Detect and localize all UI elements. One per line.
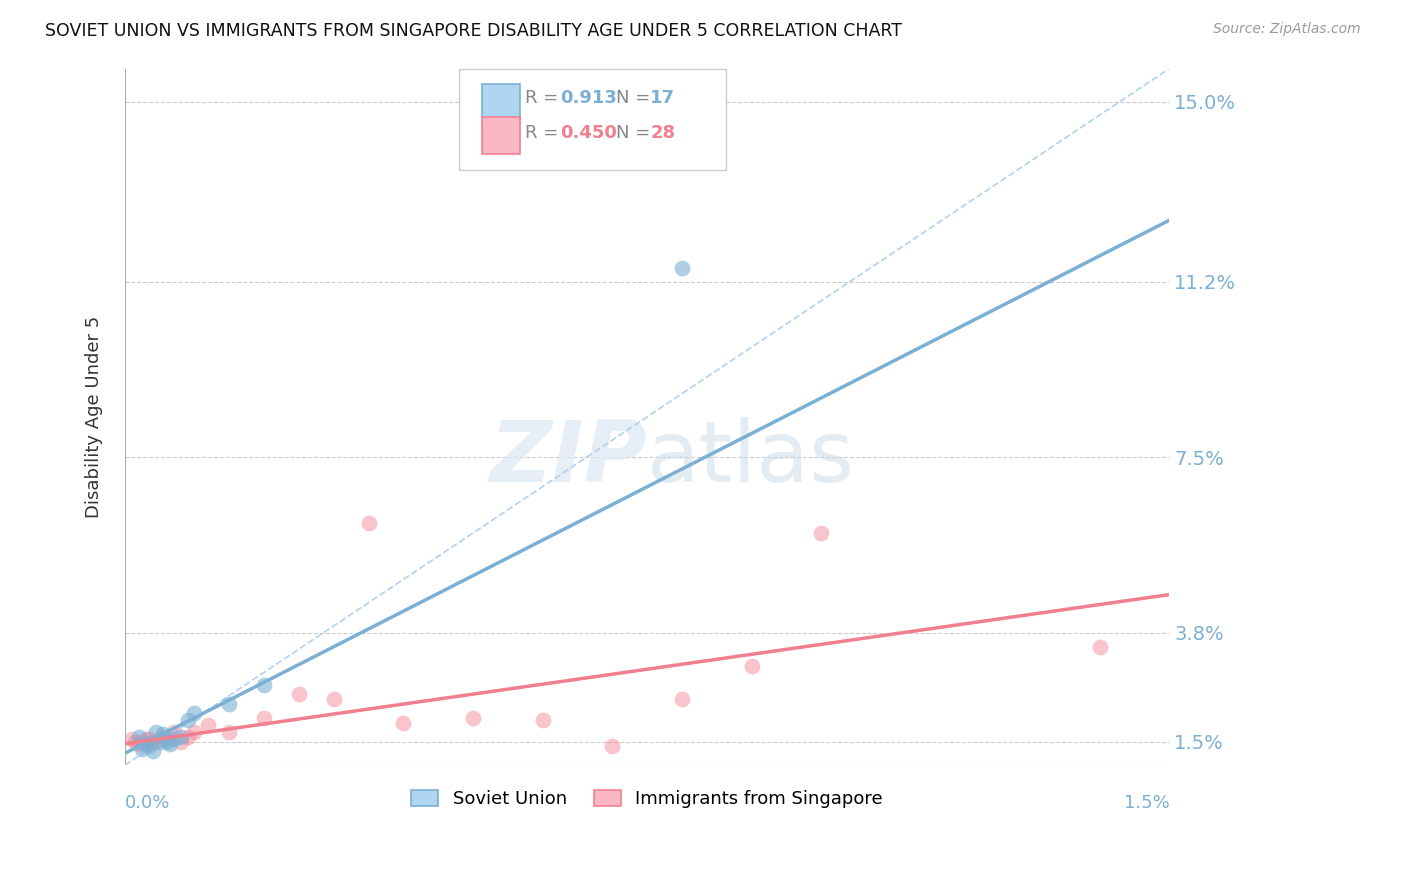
Point bbox=[124, 734, 146, 748]
Point bbox=[138, 732, 160, 747]
Point bbox=[138, 739, 160, 754]
Point bbox=[531, 713, 554, 727]
Text: SOVIET UNION VS IMMIGRANTS FROM SINGAPORE DISABILITY AGE UNDER 5 CORRELATION CHA: SOVIET UNION VS IMMIGRANTS FROM SINGAPOR… bbox=[45, 22, 903, 40]
Text: 0.913: 0.913 bbox=[561, 89, 617, 107]
Point bbox=[162, 725, 184, 739]
Point bbox=[218, 725, 240, 739]
Point bbox=[392, 715, 415, 730]
Point bbox=[162, 732, 184, 747]
Point bbox=[218, 697, 240, 711]
Point bbox=[602, 739, 624, 754]
Point bbox=[142, 744, 165, 758]
Text: 1.5%: 1.5% bbox=[1123, 794, 1170, 812]
Point bbox=[156, 734, 179, 748]
Point bbox=[169, 735, 191, 749]
Point bbox=[169, 730, 191, 744]
Point bbox=[176, 730, 198, 744]
Text: R =: R = bbox=[524, 124, 564, 143]
Point bbox=[357, 516, 380, 531]
Point bbox=[131, 734, 153, 748]
Point bbox=[671, 260, 693, 275]
Point bbox=[131, 741, 153, 756]
Point bbox=[197, 718, 219, 732]
Point bbox=[128, 737, 150, 751]
Point bbox=[1088, 640, 1111, 654]
Point bbox=[461, 711, 484, 725]
Text: 17: 17 bbox=[651, 89, 675, 107]
Point bbox=[288, 687, 311, 701]
Text: 28: 28 bbox=[651, 124, 675, 143]
Point bbox=[145, 725, 167, 739]
FancyBboxPatch shape bbox=[460, 69, 725, 169]
FancyBboxPatch shape bbox=[482, 84, 520, 121]
Point bbox=[156, 732, 179, 747]
Text: atlas: atlas bbox=[647, 417, 855, 500]
Legend: Soviet Union, Immigrants from Singapore: Soviet Union, Immigrants from Singapore bbox=[404, 782, 890, 815]
Point bbox=[183, 706, 205, 720]
Text: N =: N = bbox=[616, 124, 655, 143]
Point bbox=[176, 713, 198, 727]
Point bbox=[135, 732, 157, 747]
FancyBboxPatch shape bbox=[482, 117, 520, 154]
Point bbox=[671, 691, 693, 706]
Point bbox=[810, 526, 832, 541]
Point bbox=[183, 725, 205, 739]
Text: 0.450: 0.450 bbox=[561, 124, 617, 143]
Point bbox=[121, 732, 143, 747]
Point bbox=[152, 730, 174, 744]
Text: N =: N = bbox=[616, 89, 655, 107]
Point bbox=[142, 735, 165, 749]
Y-axis label: Disability Age Under 5: Disability Age Under 5 bbox=[86, 316, 103, 518]
Point bbox=[152, 727, 174, 741]
Point bbox=[128, 730, 150, 744]
Point bbox=[159, 737, 181, 751]
Text: Source: ZipAtlas.com: Source: ZipAtlas.com bbox=[1213, 22, 1361, 37]
Text: R =: R = bbox=[524, 89, 564, 107]
Point bbox=[253, 678, 276, 692]
Text: 0.0%: 0.0% bbox=[125, 794, 170, 812]
Point bbox=[741, 658, 763, 673]
Point bbox=[253, 711, 276, 725]
Point bbox=[149, 735, 172, 749]
Point bbox=[149, 732, 172, 747]
Point bbox=[322, 691, 344, 706]
Text: ZIP: ZIP bbox=[489, 417, 647, 500]
Point bbox=[135, 737, 157, 751]
